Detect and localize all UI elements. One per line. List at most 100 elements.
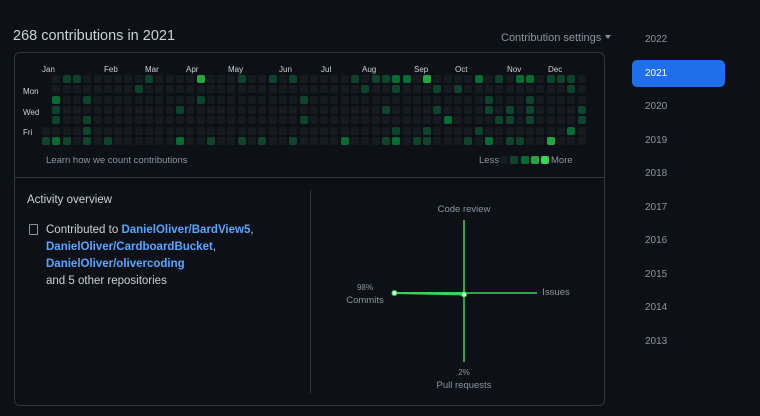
contribution-day[interactable] <box>433 136 442 145</box>
contribution-day[interactable] <box>443 95 452 104</box>
contribution-day[interactable] <box>289 116 298 125</box>
contribution-day[interactable] <box>258 126 267 135</box>
contribution-day[interactable] <box>227 126 236 135</box>
contribution-day[interactable] <box>72 116 81 125</box>
contribution-day[interactable] <box>175 85 184 94</box>
contribution-day[interactable] <box>536 85 545 94</box>
contribution-day[interactable] <box>495 75 504 83</box>
contribution-day[interactable] <box>381 126 390 135</box>
contribution-day[interactable] <box>186 116 195 125</box>
contribution-day[interactable] <box>464 95 473 104</box>
contribution-day[interactable] <box>423 75 432 83</box>
contribution-day[interactable] <box>175 136 184 145</box>
contribution-day[interactable] <box>567 85 576 94</box>
contribution-day[interactable] <box>93 105 102 114</box>
contribution-day[interactable] <box>227 75 236 83</box>
contribution-day[interactable] <box>103 85 112 94</box>
contribution-day[interactable] <box>351 95 359 104</box>
contribution-day[interactable] <box>309 126 318 135</box>
contribution-day[interactable] <box>567 126 576 135</box>
contribution-day[interactable] <box>351 105 359 114</box>
contribution-day[interactable] <box>155 126 164 135</box>
contribution-day[interactable] <box>114 105 123 114</box>
contribution-day[interactable] <box>484 75 493 83</box>
contribution-day[interactable] <box>237 136 246 145</box>
contribution-day[interactable] <box>227 95 236 104</box>
contribution-day[interactable] <box>114 95 123 104</box>
contribution-day[interactable] <box>165 126 174 135</box>
contribution-day[interactable] <box>412 85 421 94</box>
contribution-day[interactable] <box>114 75 123 83</box>
contribution-day[interactable] <box>289 105 298 114</box>
contribution-day[interactable] <box>258 116 267 125</box>
contribution-day[interactable] <box>186 126 195 135</box>
contribution-day[interactable] <box>577 116 586 125</box>
contribution-day[interactable] <box>330 136 339 145</box>
contribution-day[interactable] <box>72 75 81 83</box>
contribution-day[interactable] <box>299 85 308 94</box>
contribution-day[interactable] <box>443 85 452 94</box>
contribution-day[interactable] <box>361 95 370 104</box>
contribution-day[interactable] <box>526 136 535 145</box>
contribution-day[interactable] <box>134 75 143 83</box>
contribution-day[interactable] <box>217 95 226 104</box>
contribution-day[interactable] <box>402 85 411 94</box>
contribution-day[interactable] <box>196 116 205 125</box>
contribution-day[interactable] <box>320 95 329 104</box>
contribution-day[interactable] <box>72 126 81 135</box>
contribution-day[interactable] <box>536 95 545 104</box>
contribution-day[interactable] <box>103 116 112 125</box>
contribution-day[interactable] <box>484 105 493 114</box>
contribution-day[interactable] <box>258 136 267 145</box>
contribution-day[interactable] <box>186 75 195 83</box>
contribution-day[interactable] <box>402 136 411 145</box>
contribution-day[interactable] <box>248 116 256 125</box>
contribution-day[interactable] <box>278 105 287 114</box>
year-2015[interactable]: 2015 <box>645 268 668 280</box>
contribution-day[interactable] <box>134 126 143 135</box>
contribution-day[interactable] <box>443 116 452 125</box>
contribution-day[interactable] <box>124 126 133 135</box>
contribution-day[interactable] <box>402 116 411 125</box>
contribution-day[interactable] <box>526 95 535 104</box>
contribution-day[interactable] <box>505 95 514 104</box>
contribution-day[interactable] <box>52 105 61 114</box>
contribution-day[interactable] <box>340 126 349 135</box>
contribution-day[interactable] <box>134 105 143 114</box>
contribution-day[interactable] <box>62 116 71 125</box>
contribution-day[interactable] <box>371 95 380 104</box>
contribution-day[interactable] <box>165 85 174 94</box>
contribution-day[interactable] <box>381 75 390 83</box>
contribution-day[interactable] <box>433 95 442 104</box>
contribution-day[interactable] <box>361 136 370 145</box>
contribution-day[interactable] <box>443 75 452 83</box>
contribution-day[interactable] <box>495 126 504 135</box>
contribution-day[interactable] <box>361 105 370 114</box>
contribution-day[interactable] <box>505 136 514 145</box>
contribution-day[interactable] <box>515 116 524 125</box>
repo-link[interactable]: DanielOliver/CardboardBucket <box>46 241 213 253</box>
contribution-day[interactable] <box>536 126 545 135</box>
contribution-day[interactable] <box>42 126 50 135</box>
contribution-day[interactable] <box>83 95 92 104</box>
contribution-day[interactable] <box>196 75 205 83</box>
contribution-settings-dropdown[interactable]: Contribution settings <box>501 32 612 44</box>
contribution-day[interactable] <box>103 136 112 145</box>
contribution-day[interactable] <box>93 116 102 125</box>
contribution-day[interactable] <box>423 116 432 125</box>
contribution-day[interactable] <box>175 126 184 135</box>
contribution-day[interactable] <box>464 126 473 135</box>
contribution-day[interactable] <box>392 75 401 83</box>
contribution-day[interactable] <box>237 116 246 125</box>
contribution-day[interactable] <box>320 126 329 135</box>
contribution-day[interactable] <box>268 126 277 135</box>
contribution-day[interactable] <box>289 136 298 145</box>
contribution-day[interactable] <box>423 105 432 114</box>
contribution-day[interactable] <box>423 136 432 145</box>
contribution-day[interactable] <box>206 85 215 94</box>
contribution-day[interactable] <box>474 136 483 145</box>
contribution-day[interactable] <box>62 136 71 145</box>
contribution-day[interactable] <box>289 126 298 135</box>
contribution-day[interactable] <box>289 75 298 83</box>
contribution-day[interactable] <box>361 116 370 125</box>
